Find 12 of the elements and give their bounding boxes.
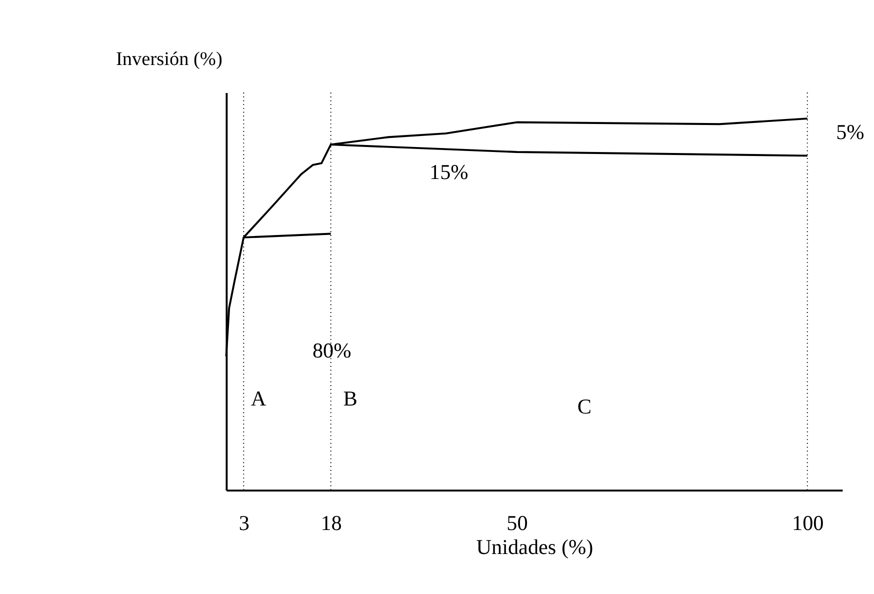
x-axis-title: Unidades (%): [476, 535, 594, 560]
y-axis-title: Inversión (%): [116, 49, 222, 70]
annotation: A: [250, 386, 267, 410]
annotation: 15%: [429, 160, 468, 184]
x-tick-label: 100: [792, 511, 824, 536]
annotation: B: [343, 386, 358, 410]
x-tick-label: 50: [506, 511, 528, 536]
annotation: 5%: [836, 120, 864, 144]
annotation: C: [577, 394, 592, 418]
x-tick-label: 3: [238, 511, 250, 536]
x-tick-label: 18: [320, 511, 342, 536]
annotation: 80%: [312, 338, 352, 363]
